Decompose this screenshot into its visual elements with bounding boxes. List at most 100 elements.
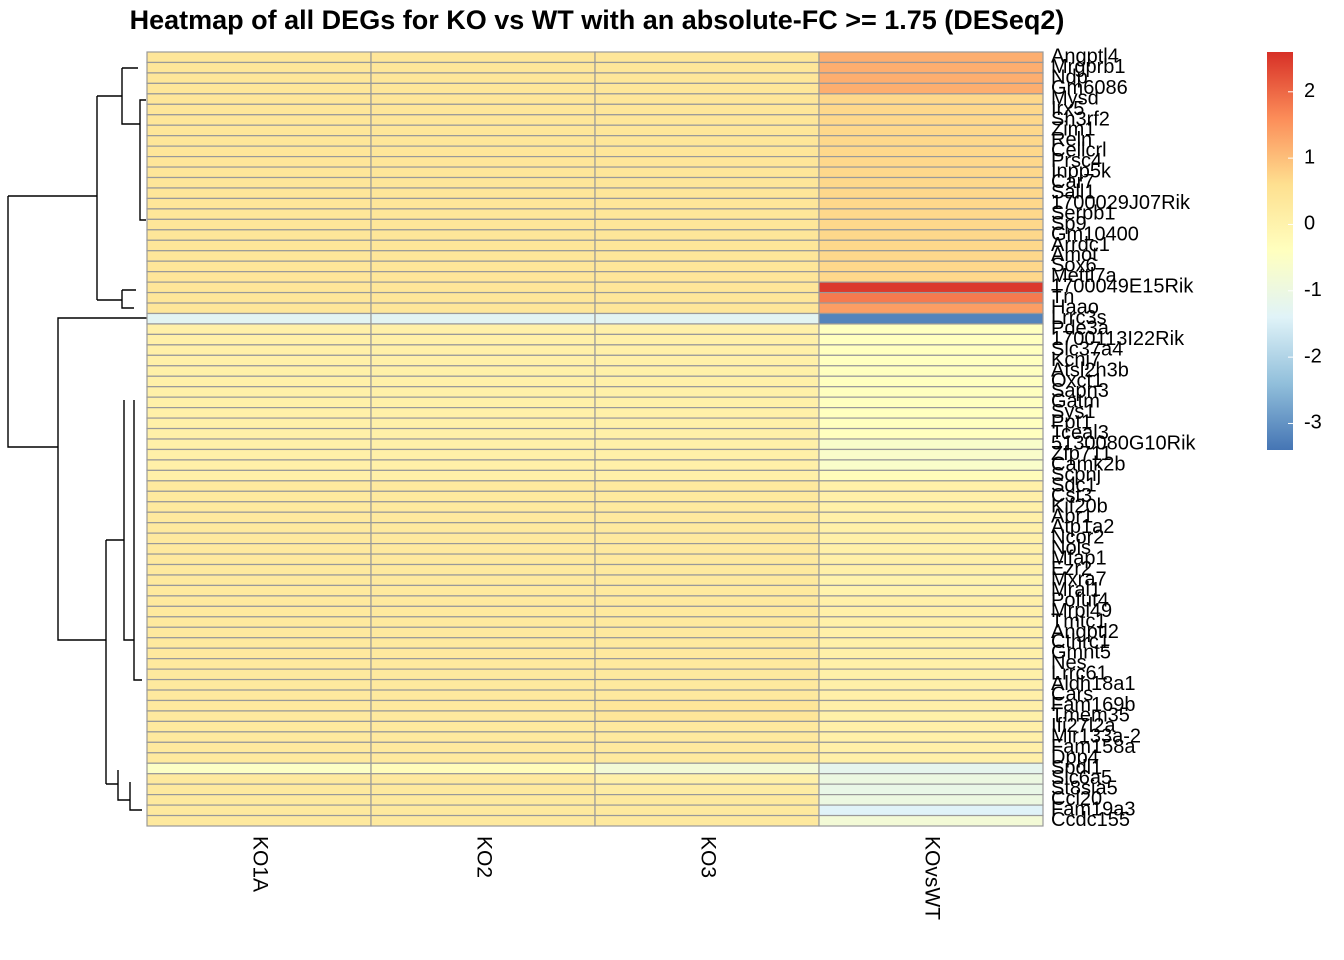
row-label: Ccdc155 [1051, 809, 1130, 831]
heatmap-cell [370, 553, 596, 566]
heatmap-cell [594, 114, 820, 126]
row-label: Reln [1051, 129, 1092, 151]
heatmap-cell [594, 438, 820, 451]
heatmap-cell [370, 741, 596, 754]
heatmap-cell [370, 312, 596, 325]
heatmap-cell [818, 501, 1044, 513]
heatmap-cell [146, 72, 372, 84]
row-label: Tmem35 [1051, 704, 1130, 726]
heatmap-cell [818, 197, 1044, 210]
heatmap-cell [594, 511, 820, 524]
row-label: Sp9 [1051, 213, 1087, 235]
row-label: Mettl7a [1051, 265, 1117, 287]
heatmap-cell [818, 145, 1044, 158]
heatmap-cell [594, 658, 820, 670]
row-label: 1700049E15Rik [1051, 276, 1194, 298]
heatmap-cell [370, 103, 596, 116]
row-label: Nols [1051, 537, 1091, 559]
row-label: Atp1a2 [1051, 516, 1114, 538]
heatmap-cell [818, 354, 1044, 367]
row-label: Sh3rf2 [1051, 108, 1110, 130]
heatmap-cell [146, 658, 372, 670]
row-label: Ndp [1051, 66, 1088, 88]
row-label: Mrpl49 [1051, 600, 1112, 622]
heatmap-cell [146, 103, 372, 116]
row-label: Dpp4 [1051, 746, 1099, 768]
heatmap-cell [146, 689, 372, 702]
heatmap-cell [370, 291, 596, 304]
row-label: Ccl20 [1051, 788, 1102, 810]
row-label: Inpp5k [1051, 161, 1112, 183]
row-label: Pde3a [1051, 317, 1110, 339]
heatmap-cell [594, 762, 820, 775]
heatmap-cell [370, 250, 596, 262]
heatmap-cell [146, 291, 372, 304]
column-label: KO1A [248, 836, 271, 892]
heatmap-cell [818, 124, 1044, 137]
heatmap-cell [594, 51, 820, 64]
heatmap-cell [594, 155, 820, 168]
color-bar-label: 1 [1304, 146, 1315, 168]
row-label: Zfp711 [1051, 443, 1112, 465]
row-label: Fam19a3 [1051, 799, 1136, 821]
row-label: Lrrc3s [1051, 307, 1107, 329]
heatmap-cell [146, 323, 372, 336]
heatmap-cell [370, 469, 596, 482]
heatmap-cell [370, 459, 596, 471]
heatmap-cell [146, 637, 372, 649]
heatmap-cell [818, 814, 1044, 827]
heatmap-cell [594, 626, 820, 639]
heatmap-cell [594, 323, 820, 336]
row-label: Irx5 [1051, 98, 1084, 120]
heatmap-cell [818, 480, 1044, 492]
heatmap-cell [818, 438, 1044, 451]
heatmap-cell [370, 396, 596, 409]
heatmap-cell [146, 250, 372, 262]
chart-title: Heatmap of all DEGs for KO vs WT with an… [130, 5, 1065, 35]
heatmap-cell [370, 176, 596, 189]
row-label: Mral1 [1051, 579, 1101, 601]
heatmap-cell [818, 260, 1044, 273]
heatmap-cell [146, 386, 372, 398]
row-label: Cellcrl [1051, 140, 1107, 162]
heatmap-cell [370, 762, 596, 775]
row-label: Ppt1 [1051, 412, 1092, 434]
heatmap-cell [370, 501, 596, 513]
row-label: Ncor2 [1051, 527, 1104, 549]
row-label: Scpnj [1051, 464, 1101, 486]
heatmap-cell [594, 271, 820, 283]
heatmap-cell [370, 197, 596, 210]
heatmap-cell [146, 260, 372, 273]
row-label: Gm10400 [1051, 223, 1139, 245]
heatmap-cell [594, 783, 820, 796]
heatmap-cell [594, 218, 820, 231]
heatmap-cell [146, 93, 372, 105]
heatmap-cell [370, 532, 596, 545]
row-label: Sys1 [1051, 401, 1095, 423]
row-label: Tn [1051, 286, 1074, 308]
heatmap-cell [370, 637, 596, 649]
heatmap-cell [594, 637, 820, 649]
heatmap-cell [594, 61, 820, 74]
row-label: Sall1 [1051, 181, 1095, 203]
heatmap-cell [818, 344, 1044, 356]
heatmap-cell [370, 710, 596, 723]
heatmap-cell [370, 72, 596, 84]
heatmap-cell [818, 103, 1044, 116]
heatmap-cell [594, 553, 820, 566]
heatmap-cell [594, 250, 820, 262]
heatmap-cell [818, 584, 1044, 597]
heatmap-cell [594, 720, 820, 733]
row-label: Camk2b [1051, 453, 1125, 475]
heatmap-cell [370, 438, 596, 451]
heatmap-cell [818, 407, 1044, 419]
heatmap-cell [370, 124, 596, 137]
row-label: Spdl1 [1051, 757, 1102, 779]
heatmap-cell [818, 229, 1044, 241]
heatmap-cell [146, 82, 372, 95]
heatmap-cell [818, 658, 1044, 670]
heatmap-cell [594, 668, 820, 681]
row-label: Gmnt5 [1051, 642, 1111, 664]
heatmap-cell [370, 668, 596, 681]
heatmap-cell [818, 323, 1044, 336]
